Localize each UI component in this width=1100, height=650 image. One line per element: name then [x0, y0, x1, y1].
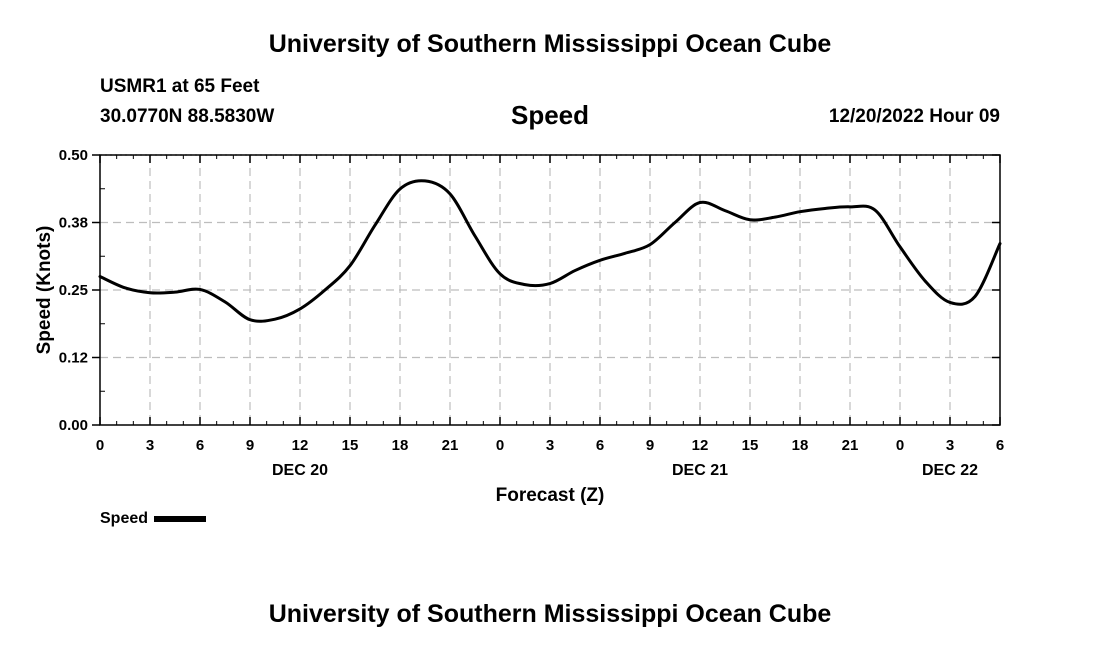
x-tick-label: 12	[292, 437, 309, 454]
footer-title: University of Southern Mississippi Ocean…	[268, 600, 832, 628]
x-tick-label: 21	[442, 437, 459, 454]
speed-data-point	[323, 288, 327, 292]
speed-data-point	[423, 179, 427, 183]
speed-data-point	[923, 279, 927, 283]
plot-frame	[99, 154, 1001, 426]
speed-data-point	[798, 210, 802, 213]
legend-swatch	[154, 516, 207, 522]
x-day-label: DEC 22	[922, 462, 978, 479]
grid-lines	[100, 154, 1000, 425]
x-tick-label: 18	[792, 437, 809, 454]
speed-data-point	[148, 291, 152, 294]
x-tick-label: 21	[842, 437, 859, 454]
x-tick-label: 3	[546, 437, 554, 454]
speed-data-point	[273, 317, 277, 321]
speed-data-point	[473, 234, 477, 238]
chart-title: Speed	[510, 100, 590, 130]
speed-data-point	[898, 245, 902, 248]
speed-data-point	[748, 218, 752, 221]
speed-data-point	[398, 187, 402, 191]
station-label: USMR1 at 65 Feet	[100, 76, 260, 97]
speed-data-point	[198, 288, 202, 291]
speed-data-point	[523, 283, 527, 286]
x-day-label: DEC 21	[672, 462, 728, 479]
x-tick-label: 6	[196, 437, 204, 454]
speed-data-point	[373, 224, 377, 227]
x-tick-label: 12	[692, 437, 709, 454]
station-coordinates: 30.0770N 88.5830W	[100, 106, 275, 127]
speed-data-point	[498, 272, 502, 275]
speed-data-point	[848, 205, 852, 209]
y-tick-label: 0.38	[59, 215, 88, 232]
x-tick-label: 0	[496, 437, 504, 454]
speed-data-point	[298, 307, 302, 311]
y-tick-label: 0.25	[59, 282, 88, 299]
x-tick-label: 3	[946, 437, 954, 454]
speed-chart: 0 3 6 9 12 15 18 21 0 3 6 9 12 15 18 21 0 3 6 0.00 0.12 0.25 0…	[34, 147, 1004, 506]
axis-labels: 0 3 6 9 12 15 18 21 0 3 6 9 12 15 18 21 0 3 6 0.00 0.12 0.25 0…	[59, 147, 1004, 479]
forecast-timestamp: 12/20/2022 Hour 09	[828, 106, 1000, 127]
y-tick-label: 0.12	[59, 350, 88, 367]
x-tick-label: 15	[742, 437, 759, 454]
x-day-label: DEC 20	[272, 462, 328, 479]
y-tick-label: 0.50	[59, 147, 88, 164]
speed-data-point	[723, 209, 727, 212]
speed-data-point	[823, 207, 827, 210]
y-axis-label: Speed (Knots)	[34, 226, 55, 355]
speed-data-point	[573, 269, 577, 272]
x-tick-label: 0	[96, 437, 104, 454]
x-tick-label: 6	[596, 437, 604, 454]
legend: Speed	[100, 510, 207, 528]
y-tick-label: 0.00	[59, 417, 88, 434]
series-layer	[98, 179, 1002, 323]
speed-data-point	[123, 286, 127, 290]
speed-data-point	[673, 221, 677, 224]
x-tick-label: 15	[342, 437, 359, 454]
speed-data-point	[698, 201, 702, 204]
speed-data-point	[648, 243, 652, 246]
speed-data-point	[348, 264, 352, 267]
page-title: University of Southern Mississippi Ocean…	[268, 30, 832, 58]
legend-label: Speed	[100, 510, 149, 527]
x-axis-label: Forecast (Z)	[496, 485, 605, 506]
x-tick-label: 3	[146, 437, 154, 454]
speed-data-point	[873, 208, 877, 212]
x-tick-label: 18	[392, 437, 409, 454]
speed-data-point	[248, 318, 252, 321]
x-tick-label: 9	[646, 437, 654, 454]
speed-data-point	[223, 300, 227, 304]
speed-data-point	[598, 259, 602, 262]
speed-data-point	[973, 295, 977, 298]
x-tick-label: 0	[896, 437, 904, 454]
speed-data-point	[548, 282, 552, 285]
speed-data-point	[173, 290, 177, 294]
speed-data-point	[448, 192, 452, 196]
x-tick-label: 6	[996, 437, 1004, 454]
speed-data-point	[773, 215, 777, 219]
speed-data-point	[948, 301, 952, 304]
speed-data-point	[623, 252, 627, 255]
x-tick-label: 9	[246, 437, 254, 454]
